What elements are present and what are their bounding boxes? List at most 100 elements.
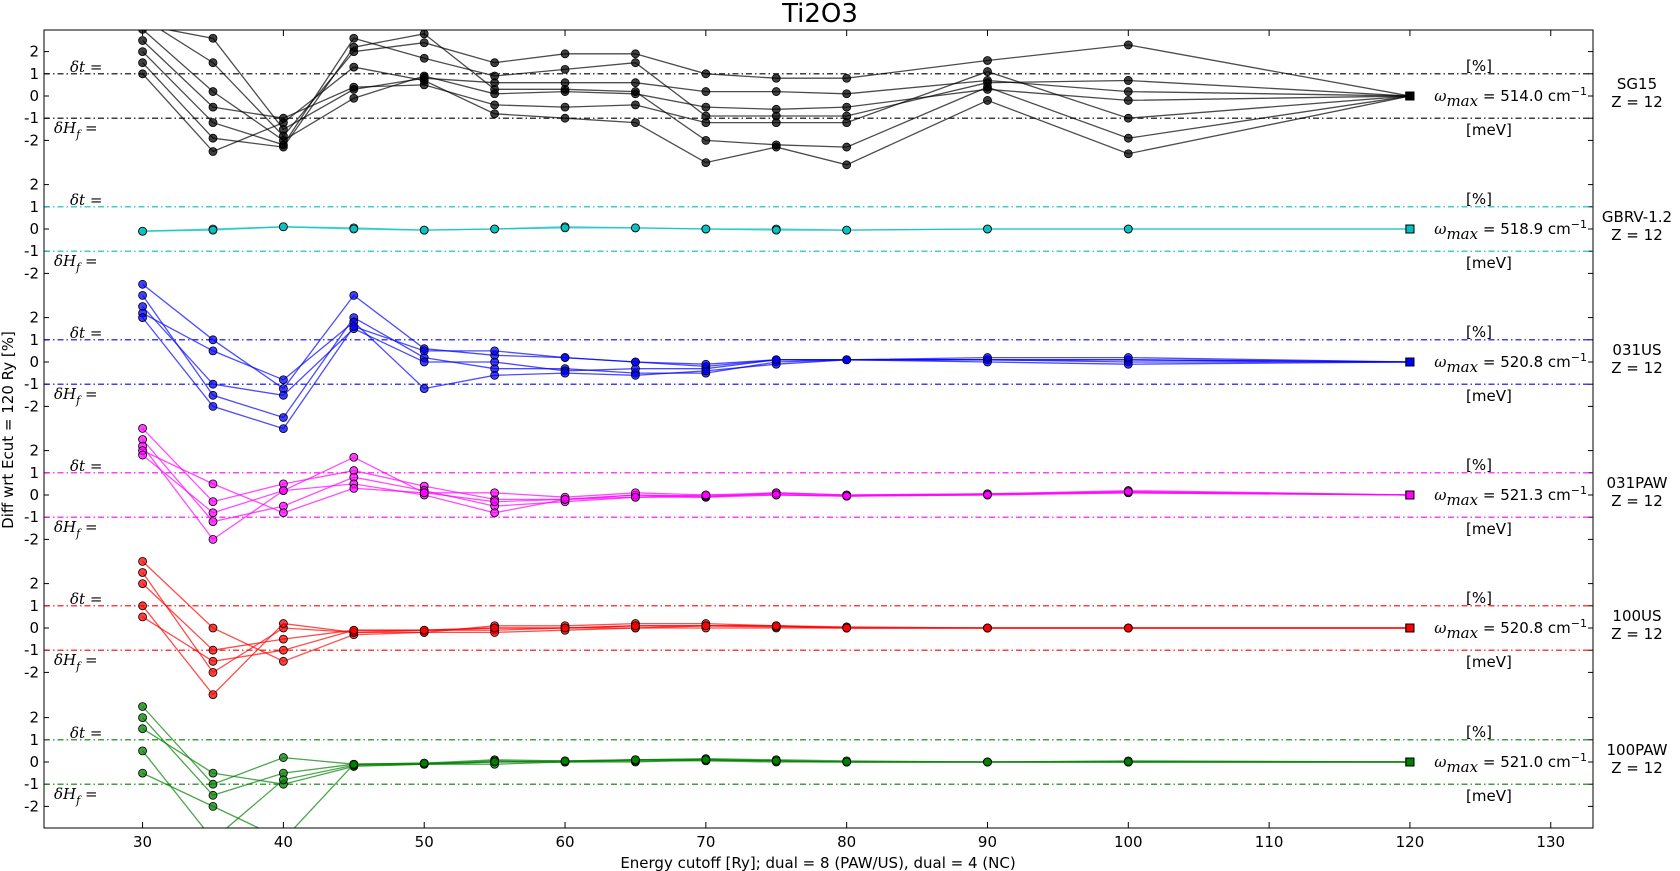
data-point [138,557,147,566]
data-point [138,768,147,778]
y-tick-label: -1 [24,775,39,793]
dh-label: δHf = [54,252,98,274]
data-point [842,160,852,170]
data-point [842,89,852,99]
data-point [349,62,359,72]
dh-label: δHf = [54,651,98,673]
x-tick-label: 100 [1114,833,1143,851]
y-tick-label: -1 [24,375,39,393]
panels-layer: -2 -1 0 1 2 δt = δHf = [%] [meV] ωmax = 514.0 cm−… [24,43,1672,816]
panel-z-label: Z = 12 [1611,93,1662,111]
data-point [771,87,781,96]
data-point [701,158,711,168]
data-point [490,224,500,234]
data-point [490,58,500,68]
data-point [1123,623,1133,633]
data-point [490,357,500,367]
y-tick-label: -2 [24,530,39,548]
series-100us-4 [138,612,1415,666]
data-point [560,353,570,362]
data-point [349,224,359,234]
data-point [278,634,288,644]
series-line [142,30,1410,142]
data-point [278,753,288,762]
percent-unit-label: [%] [1466,589,1492,607]
data-point [138,713,147,722]
data-point [490,488,500,498]
data-point [349,483,359,493]
data-point [842,73,852,83]
data-point [278,222,288,232]
data-point [490,757,500,767]
data-point [278,508,288,518]
data-point [138,226,147,236]
data-point [349,322,359,331]
data-point [701,69,711,79]
data-point [490,497,500,507]
data-point [208,517,218,527]
series-line [142,312,1410,390]
data-point [138,601,147,611]
data-point [842,491,852,501]
data-point [1123,149,1133,159]
omega-max-label: ωmax = 521.0 cm−1 [1434,751,1587,776]
data-point [349,759,359,769]
data-point [1123,96,1133,105]
panel-z-label: Z = 12 [1611,226,1662,244]
data-point-ref [1405,91,1415,101]
series-gbrv-1-2-1 [138,222,1415,236]
data-point [419,357,429,367]
y-tick-label: -2 [24,264,39,282]
data-point [208,535,218,544]
mev-unit-label: [meV] [1466,787,1512,805]
y-tick-label: 0 [29,220,39,238]
data-point [208,779,218,789]
percent-unit-label: [%] [1466,323,1492,341]
data-point [983,67,992,76]
data-point [419,384,429,394]
panel-name-label: 031PAW [1607,474,1668,492]
data-point [490,71,500,81]
data-point [209,836,217,844]
data-point [983,82,992,92]
data-point [1123,76,1133,85]
data-point [208,401,218,411]
dt-label: δt = [70,457,102,475]
data-point [490,346,500,356]
data-point [1123,40,1133,50]
y-tick-label: -2 [24,663,39,681]
data-point [631,118,640,128]
y-tick-label: -1 [24,508,39,526]
series-line [165,30,1410,131]
data-point [771,756,781,766]
data-point-ref [1405,490,1415,500]
data-point [842,225,852,235]
data-point [138,579,147,588]
plot-frame [43,29,1594,829]
data-point [1123,487,1133,497]
series-031us-4 [138,313,1415,434]
y-tick-label: 2 [29,176,39,194]
data-point [631,100,640,110]
omega-max-label: ωmax = 520.8 cm−1 [1434,617,1587,642]
data-point [278,424,288,434]
data-point [138,58,147,68]
data-point [138,724,147,734]
series-line [142,66,1411,166]
y-tick-label: -1 [24,242,39,260]
series-line [142,454,1410,514]
data-point [631,58,640,68]
omega-max-label: ωmax = 521.3 cm−1 [1434,484,1587,509]
omega-max-label: ωmax = 520.8 cm−1 [1434,351,1587,376]
series-line [142,306,1410,396]
panel-gbrv-1-2: -2 -1 0 1 2 δt = δHf = [%] [meV] ωmax = 518.9 cm−… [24,176,1672,283]
data-point [490,623,500,633]
chart-title: Ti2O3 [781,0,858,29]
x-axis: 30 40 50 60 70 80 90 100 110 120 130 [133,30,1565,851]
data-point [842,757,852,767]
data-point [349,82,359,92]
data-point [560,368,570,378]
panel-031paw: -2 -1 0 1 2 δt = δHf = [%] [meV] ωmax = 521.3 cm−… [24,442,1668,549]
data-point [138,313,147,323]
series-sg15-6 [138,62,1415,170]
